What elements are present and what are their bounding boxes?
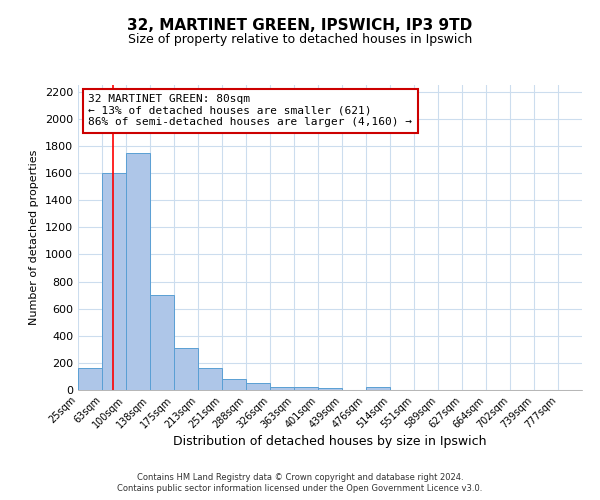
- Bar: [366, 388, 390, 390]
- Bar: [173, 348, 198, 390]
- Bar: [102, 173, 126, 390]
- Bar: [318, 388, 342, 390]
- Bar: [246, 383, 270, 390]
- Text: Contains public sector information licensed under the Open Government Licence v3: Contains public sector information licen…: [118, 484, 482, 493]
- Y-axis label: Number of detached properties: Number of detached properties: [29, 150, 40, 325]
- Bar: [198, 368, 222, 390]
- Text: 32, MARTINET GREEN, IPSWICH, IP3 9TD: 32, MARTINET GREEN, IPSWICH, IP3 9TD: [127, 18, 473, 32]
- Bar: [222, 379, 246, 390]
- Text: Contains HM Land Registry data © Crown copyright and database right 2024.: Contains HM Land Registry data © Crown c…: [137, 472, 463, 482]
- Bar: [150, 295, 173, 390]
- Text: Size of property relative to detached houses in Ipswich: Size of property relative to detached ho…: [128, 32, 472, 46]
- Text: 32 MARTINET GREEN: 80sqm
← 13% of detached houses are smaller (621)
86% of semi-: 32 MARTINET GREEN: 80sqm ← 13% of detach…: [88, 94, 412, 128]
- Bar: [293, 388, 318, 390]
- Bar: [78, 368, 102, 390]
- Bar: [126, 153, 150, 390]
- X-axis label: Distribution of detached houses by size in Ipswich: Distribution of detached houses by size …: [173, 436, 487, 448]
- Bar: [270, 386, 293, 390]
